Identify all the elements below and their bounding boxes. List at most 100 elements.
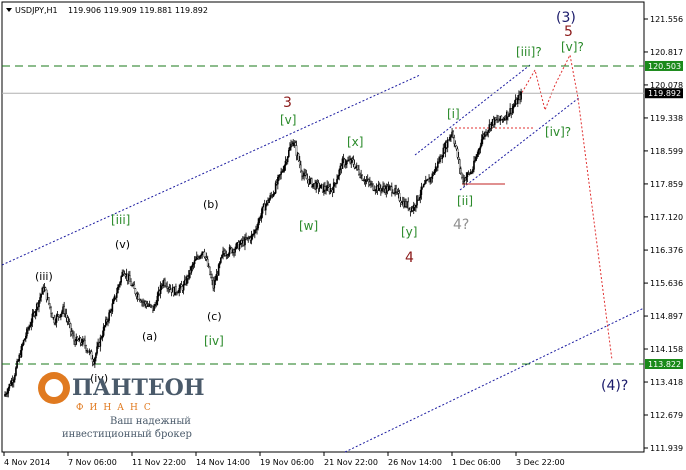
candle-body bbox=[472, 169, 474, 173]
candle-body bbox=[301, 170, 303, 177]
candle-body bbox=[383, 186, 385, 190]
candle-body bbox=[180, 284, 183, 287]
candle-body bbox=[397, 191, 400, 194]
candle-body bbox=[352, 159, 355, 165]
candle-body bbox=[129, 275, 131, 282]
x-tick-label: 7 Nov 06:00 bbox=[68, 458, 117, 467]
candle-body bbox=[361, 174, 364, 181]
candle-body bbox=[220, 257, 222, 263]
candle-body bbox=[108, 312, 110, 321]
candle-body bbox=[337, 175, 339, 180]
candle-body bbox=[53, 317, 56, 324]
candle-body bbox=[65, 313, 68, 318]
candle-body bbox=[71, 331, 73, 335]
candle-body bbox=[327, 185, 330, 188]
candle-body bbox=[475, 156, 477, 161]
candle-body bbox=[334, 182, 336, 184]
candle-body bbox=[500, 115, 503, 120]
candle-body bbox=[228, 247, 231, 255]
candle-body bbox=[44, 287, 47, 291]
candle-body bbox=[90, 351, 93, 360]
candle-body bbox=[204, 256, 207, 258]
short-channel-upper bbox=[414, 64, 531, 156]
candle-body bbox=[63, 306, 65, 314]
wave-label-3-paren: (3) bbox=[556, 10, 576, 26]
candle-body bbox=[84, 340, 86, 346]
candle-body bbox=[292, 142, 294, 147]
candle-body bbox=[283, 165, 286, 171]
candles bbox=[4, 88, 522, 398]
candle-body bbox=[498, 120, 500, 122]
candle-body bbox=[269, 195, 271, 200]
candle-body bbox=[161, 284, 164, 287]
x-tick-label: 14 Nov 14:00 bbox=[196, 458, 250, 467]
candle-body bbox=[520, 91, 522, 100]
candle-body bbox=[433, 170, 436, 175]
wave-label-v-target: [v]? bbox=[561, 40, 584, 54]
candle-body bbox=[279, 174, 281, 176]
y-tick-label: 117.859 bbox=[650, 180, 683, 189]
candle-body bbox=[66, 317, 69, 322]
candle-body bbox=[354, 166, 357, 169]
candle-body bbox=[357, 165, 359, 170]
candle-body bbox=[481, 134, 484, 140]
y-tick-label: 121.556 bbox=[650, 15, 683, 24]
candle-body bbox=[35, 303, 38, 312]
candle-body bbox=[145, 303, 148, 307]
candle-body bbox=[178, 288, 181, 293]
level-label-top: 120.503 bbox=[645, 60, 683, 71]
candle-body bbox=[45, 289, 48, 300]
candle-body bbox=[335, 183, 337, 185]
candle-body bbox=[495, 117, 497, 121]
ohlc-label: 119.906 119.909 119.881 119.892 bbox=[68, 6, 208, 15]
wave-labels: (iii) (v) (a) (b) (c) (iv) [iii] [iv] [v… bbox=[35, 10, 628, 394]
candle-body bbox=[192, 263, 195, 266]
candle-body bbox=[22, 340, 25, 345]
candle-body bbox=[429, 177, 431, 183]
y-tick-label: 120.078 bbox=[650, 81, 683, 90]
candle-body bbox=[416, 195, 418, 206]
candle-body bbox=[304, 172, 307, 176]
logo-tagline-2: инвестиционный брокер bbox=[62, 429, 192, 440]
candle-body bbox=[227, 253, 230, 256]
candle-body bbox=[418, 197, 420, 201]
symbol-label: USDJPY,H1 bbox=[15, 6, 58, 15]
forecast-path bbox=[455, 53, 613, 361]
candle-body bbox=[105, 319, 107, 326]
candle-body bbox=[186, 276, 188, 285]
candle-body bbox=[201, 251, 204, 256]
candle-body bbox=[69, 323, 72, 332]
y-tick-label: 116.376 bbox=[650, 246, 683, 255]
y-tick-label: 111.939 bbox=[650, 444, 683, 453]
candle-body bbox=[513, 104, 516, 107]
candle-body bbox=[113, 295, 116, 301]
candle-body bbox=[250, 234, 253, 241]
x-tick-label: 4 Nov 2014 bbox=[4, 458, 50, 467]
candle-body bbox=[221, 254, 223, 258]
candle-body bbox=[300, 164, 302, 172]
candle-body bbox=[111, 303, 114, 312]
candle-body bbox=[479, 145, 482, 149]
candle-body bbox=[351, 158, 354, 161]
candle-body bbox=[26, 328, 28, 337]
candle-body bbox=[12, 379, 15, 383]
candle-body bbox=[344, 163, 347, 166]
candle-body bbox=[295, 145, 298, 156]
candle-body bbox=[20, 346, 23, 357]
candle-body bbox=[456, 148, 459, 158]
candle-body bbox=[350, 158, 353, 164]
candle-body bbox=[25, 335, 27, 339]
candle-body bbox=[168, 287, 171, 290]
x-tick-label: 19 Nov 06:00 bbox=[260, 458, 314, 467]
candle-body bbox=[261, 206, 264, 214]
y-tick-label: 113.418 bbox=[650, 378, 683, 387]
candle-body bbox=[51, 312, 53, 318]
candle-body bbox=[302, 175, 304, 177]
wave-label-iii-lower: (iii) bbox=[35, 270, 53, 283]
wave-label-y-green: [y] bbox=[401, 225, 417, 239]
candle-body bbox=[91, 358, 94, 362]
candle-body bbox=[28, 326, 30, 330]
candle-body bbox=[4, 394, 6, 397]
logo-brand: ПАНТЕОН bbox=[72, 375, 205, 401]
